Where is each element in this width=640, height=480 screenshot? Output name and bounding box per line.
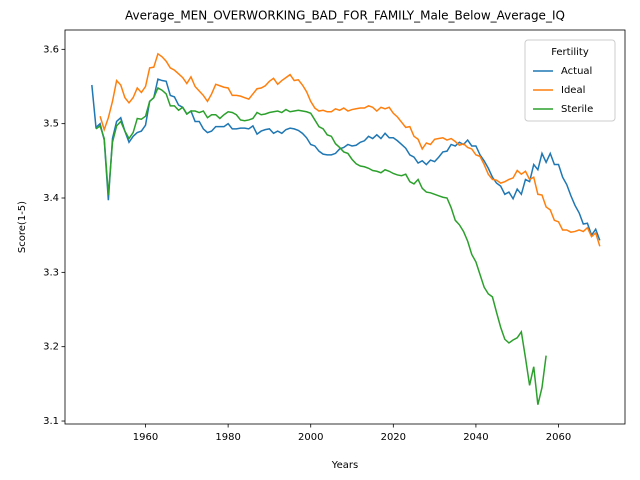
legend-label: Actual	[561, 66, 592, 77]
x-tick-label: 1960	[133, 432, 158, 443]
y-tick-label: 3.4	[43, 193, 59, 204]
legend-label: Ideal	[561, 85, 585, 96]
legend-label: Sterile	[561, 104, 593, 115]
legend-box	[524, 39, 616, 122]
x-axis-label: Years	[331, 460, 358, 471]
y-axis-label: Score(1-5)	[17, 201, 28, 253]
legend: Fertility Actual Ideal Sterile	[524, 39, 616, 122]
series-line	[95, 86, 547, 405]
x-tick-label: 1980	[215, 432, 240, 443]
chart-title: Average_MEN_OVERWORKING_BAD_FOR_FAMILY_M…	[125, 9, 565, 23]
x-tick-label: 2020	[381, 432, 406, 443]
x-tick-label: 2060	[546, 432, 571, 443]
y-tick-label: 3.2	[43, 342, 59, 353]
x-tick-label: 2000	[298, 432, 323, 443]
series-line	[91, 78, 601, 241]
plot-frame	[64, 29, 626, 425]
y-tick-label: 3.5	[43, 119, 59, 130]
x-tick-label: 2040	[463, 432, 488, 443]
legend-title: Fertility	[551, 47, 589, 58]
y-tick-label: 3.6	[43, 44, 59, 55]
series-line	[99, 52, 601, 247]
y-tick-label: 3.1	[43, 416, 59, 427]
y-tick-label: 3.3	[43, 267, 59, 278]
